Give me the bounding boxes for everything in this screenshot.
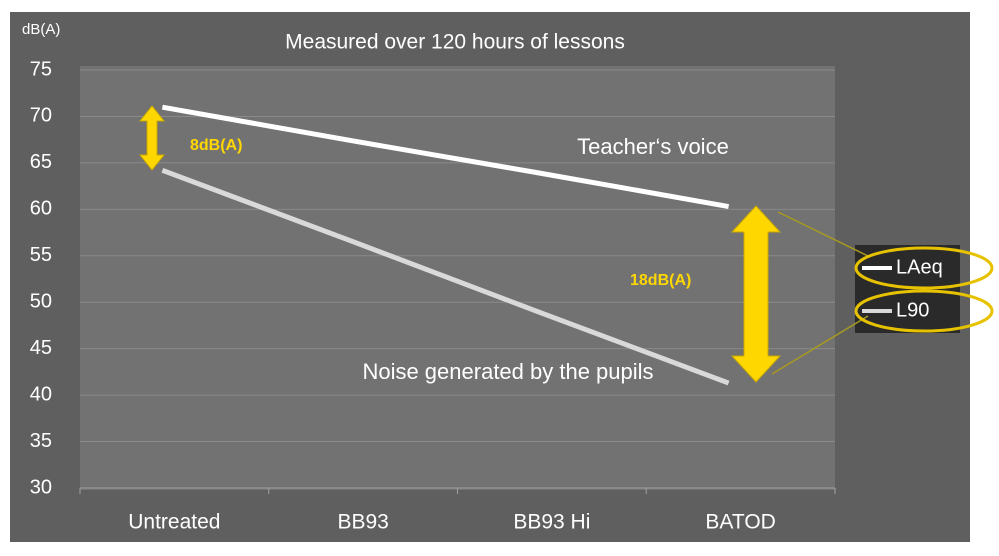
y-axis-label: dB(A) <box>22 21 60 38</box>
annotation: 18dB(A) <box>630 272 691 289</box>
legend-label: LAeq <box>896 256 943 278</box>
x-tick-label: BATOD <box>705 511 775 534</box>
y-tick-label: 65 <box>30 151 52 173</box>
y-tick-label: 55 <box>30 244 52 266</box>
series-line <box>161 167 730 386</box>
legend-box <box>855 245 960 333</box>
arrows <box>138 105 869 383</box>
x-tick-label: Untreated <box>128 511 220 534</box>
annotation: Teacher‘s voice <box>577 134 729 159</box>
annotation: 8dB(A) <box>190 137 242 154</box>
annotation: Noise generated by the pupils <box>362 359 653 384</box>
y-tick-label: 70 <box>30 105 52 127</box>
x-tick-label: BB93 Hi <box>513 511 590 534</box>
y-tick-label: 75 <box>30 58 52 80</box>
y-tick-label: 35 <box>30 430 52 452</box>
x-tick-label: BB93 <box>337 511 388 534</box>
chart-title: Measured over 120 hours of lessons <box>285 31 625 54</box>
legend-label: L90 <box>896 299 929 321</box>
legend-highlight <box>854 246 994 290</box>
y-tick-label: 45 <box>30 337 52 359</box>
legend-highlight <box>854 289 994 333</box>
y-tick-label: 40 <box>30 383 52 405</box>
plot-area <box>80 66 835 490</box>
y-tick-label: 30 <box>30 476 52 498</box>
y-tick-label: 50 <box>30 291 52 313</box>
series-line <box>161 104 730 210</box>
y-tick-label: 60 <box>30 198 52 220</box>
